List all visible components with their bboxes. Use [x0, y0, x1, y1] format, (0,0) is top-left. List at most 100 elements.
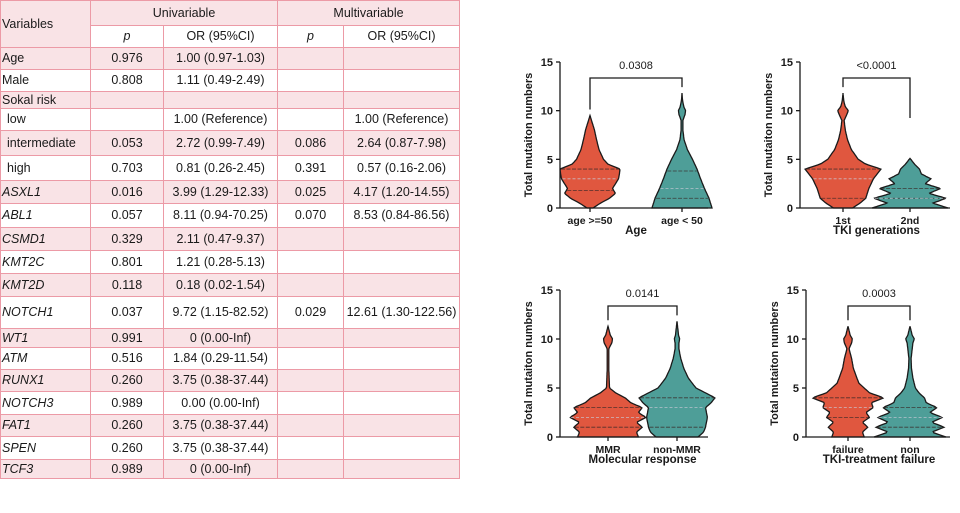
p-value-label: <0.0001 [856, 60, 896, 72]
significance-bracket [842, 77, 911, 118]
row-variable: SPEN [0, 436, 91, 460]
y-tick-label: 5 [793, 383, 799, 395]
row-uni-p: 0.989 [90, 391, 164, 415]
row-multi-or [342, 91, 461, 109]
table-row: SPEN 0.260 3.75 (0.38-37.44) [0, 436, 461, 460]
x-axis-label: Molecular response [588, 454, 696, 466]
row-uni-or: 9.72 (1.15-82.52) [163, 296, 278, 329]
row-multi-or [342, 273, 461, 297]
row-uni-p: 0.976 [90, 47, 164, 70]
row-multi-or [342, 227, 461, 251]
table-row: KMT2D 0.118 0.18 (0.02-1.54) [0, 273, 461, 297]
y-tick-label: 15 [787, 285, 799, 297]
row-variable: high [0, 155, 91, 181]
row-variable: FAT1 [0, 414, 91, 437]
table-row: ATM 0.516 1.84 (0.29-11.54) [0, 347, 461, 370]
row-multi-p [277, 69, 344, 92]
p-value-label: 0.0308 [619, 60, 653, 72]
significance-bracket [607, 305, 678, 321]
row-uni-p: 0.329 [90, 227, 164, 251]
table-row: KMT2C 0.801 1.21 (0.28-5.13) [0, 250, 461, 274]
row-multi-p [277, 369, 344, 392]
row-uni-p: 0.260 [90, 436, 164, 460]
table-row: WT1 0.991 0 (0.00-Inf) [0, 328, 461, 348]
row-uni-or: 3.75 (0.38-37.44) [163, 436, 278, 460]
y-axis-label: Total mutaiton numbers [763, 73, 775, 197]
x-tick-label: non-MMR [653, 444, 701, 456]
row-multi-or [342, 328, 461, 348]
y-tick-label: 10 [787, 334, 799, 346]
x-tick-label: non [900, 444, 919, 456]
violin-plots-panel: 0 5 10 15 age >=50 age < 50 Age Total mutaiton … [523, 57, 950, 466]
table-row: Age 0.976 1.00 (0.97-1.03) [0, 47, 461, 70]
row-uni-or [163, 91, 278, 109]
y-axis-label: Total mutaiton numbers [523, 73, 535, 197]
violin-mmr [569, 324, 647, 438]
row-variable: KMT2D [0, 273, 91, 297]
row-multi-p [277, 391, 344, 415]
table-row: NOTCH1 0.037 9.72 (1.15-82.52) 0.029 12.61 (… [0, 296, 461, 329]
table-row: intermediate 0.053 2.72 (0.99-7.49) 0.086 2.… [0, 130, 461, 156]
row-multi-p [277, 273, 344, 297]
row-uni-p: 0.703 [90, 155, 164, 181]
row-multi-p [277, 108, 344, 131]
header-multi-p: p [277, 25, 344, 48]
row-uni-p: 0.053 [90, 130, 164, 156]
y-tick-label: 15 [541, 285, 553, 297]
row-multi-or [342, 391, 461, 415]
row-multi-or: 1.00 (Reference) [342, 108, 461, 131]
row-multi-or [342, 369, 461, 392]
y-tick-label: 0 [547, 432, 553, 444]
row-uni-or: 0.81 (0.26-2.45) [163, 155, 278, 181]
row-uni-p: 0.118 [90, 273, 164, 297]
table-row: ASXL1 0.016 3.99 (1.29-12.33) 0.025 4.17 (1.… [0, 180, 461, 204]
row-multi-p [277, 250, 344, 274]
violin-age-50 [559, 113, 621, 209]
row-uni-p: 0.037 [90, 296, 164, 329]
row-uni-p [90, 108, 164, 131]
table-row: FAT1 0.260 3.75 (0.38-37.44) [0, 414, 461, 437]
regression-table: Variables Univariable Multivariable p OR… [0, 0, 461, 479]
row-variable: NOTCH3 [0, 391, 91, 415]
x-axis-label: TKI-treatment failure [823, 454, 935, 466]
row-uni-or: 0 (0.00-Inf) [163, 328, 278, 348]
header-uni-p: p [90, 25, 164, 48]
table-row: ABL1 0.057 8.11 (0.94-70.25) 0.070 8.53 (0.8… [0, 203, 461, 228]
header-variables: Variables [0, 0, 91, 48]
x-axis-label: TKI generations [833, 225, 920, 237]
row-variable: RUNX1 [0, 369, 91, 392]
row-uni-p: 0.991 [90, 328, 164, 348]
row-variable: TCF3 [0, 459, 91, 479]
row-uni-p: 0.260 [90, 414, 164, 437]
row-uni-p: 0.260 [90, 369, 164, 392]
row-multi-p: 0.025 [277, 180, 344, 204]
y-tick-label: 10 [541, 106, 553, 118]
violin-age-50 [651, 93, 713, 209]
row-uni-or: 0.18 (0.02-1.54) [163, 273, 278, 297]
table-row: low 1.00 (Reference) 1.00 (Reference) [0, 108, 461, 131]
table-body: Age 0.976 1.00 (0.97-1.03) Male 0.808 1.11 (0… [0, 47, 461, 479]
row-multi-p [277, 328, 344, 348]
row-uni-p: 0.516 [90, 347, 164, 370]
y-tick-label: 15 [541, 57, 553, 69]
row-multi-p [277, 347, 344, 370]
violin-chart-age: 0 5 10 15 age >=50 age < 50 Age Total mutaiton … [523, 57, 713, 237]
row-multi-or: 2.64 (0.87-7.98) [342, 130, 461, 156]
row-variable: WT1 [0, 328, 91, 348]
row-uni-or: 3.75 (0.38-37.44) [163, 369, 278, 392]
x-tick-label: 1st [835, 215, 851, 227]
row-uni-p: 0.801 [90, 250, 164, 274]
y-axis-label: Total mutaiton numbers [523, 301, 535, 425]
y-tick-label: 5 [547, 154, 553, 166]
row-multi-or [342, 250, 461, 274]
row-uni-or: 3.75 (0.38-37.44) [163, 414, 278, 437]
row-multi-p [277, 414, 344, 437]
row-multi-or [342, 347, 461, 370]
row-uni-or: 0.00 (0.00-Inf) [163, 391, 278, 415]
x-tick-label: age >=50 [568, 215, 613, 227]
row-variable: NOTCH1 [0, 296, 91, 329]
row-multi-p [277, 227, 344, 251]
x-tick-label: age < 50 [661, 215, 703, 227]
significance-bracket [589, 77, 683, 110]
regression-table-container: Variables Univariable Multivariable p OR… [0, 0, 461, 479]
